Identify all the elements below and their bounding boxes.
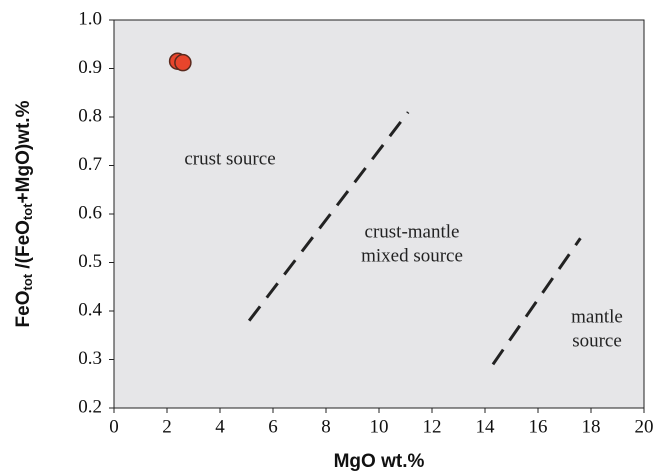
- x-tick-label: 8: [321, 416, 331, 437]
- y-axis-label-part: tot: [20, 273, 35, 290]
- x-tick-label: 6: [268, 416, 278, 437]
- x-tick-label: 10: [370, 416, 389, 437]
- region-label: source: [572, 330, 622, 351]
- x-tick-label: 16: [529, 416, 548, 437]
- y-axis-label: FeOtot /(FeOtot+MgO)wt.%: [13, 100, 35, 327]
- x-tick-label: 4: [215, 416, 225, 437]
- y-tick-label: 0.4: [78, 299, 102, 320]
- y-axis-label-part: /(FeO: [13, 220, 34, 274]
- region-label: crust source: [184, 148, 275, 169]
- data-point: [174, 53, 192, 72]
- y-tick-label: 0.3: [78, 348, 102, 369]
- y-tick-label: 0.6: [78, 202, 102, 223]
- x-tick-label: 14: [476, 416, 496, 437]
- x-tick-label: 20: [635, 416, 654, 437]
- y-axis-label-part: tot: [20, 203, 35, 220]
- y-tick-label: 0.5: [78, 251, 102, 272]
- y-tick-label: 0.2: [78, 396, 102, 417]
- y-axis-label-part: FeO: [13, 291, 34, 328]
- region-label: mantle: [571, 306, 623, 327]
- x-tick-label: 12: [423, 416, 442, 437]
- plot-area: [113, 19, 645, 409]
- x-tick-label: 2: [162, 416, 172, 437]
- y-tick-label: 0.7: [78, 154, 102, 175]
- y-tick-label: 1.0: [78, 8, 102, 29]
- y-tick-label: 0.9: [78, 57, 102, 78]
- y-axis-label-part: +MgO)wt.%: [13, 100, 34, 203]
- y-tick-label: 0.8: [78, 105, 102, 126]
- region-label: crust-mantle: [365, 221, 460, 242]
- x-tick-label: 18: [582, 416, 601, 437]
- boundary-line: [491, 237, 582, 366]
- x-tick-label: 0: [109, 416, 119, 437]
- region-label: mixed source: [361, 245, 463, 266]
- x-axis-label: MgO wt.%: [334, 451, 425, 472]
- boundary-line: [247, 111, 410, 322]
